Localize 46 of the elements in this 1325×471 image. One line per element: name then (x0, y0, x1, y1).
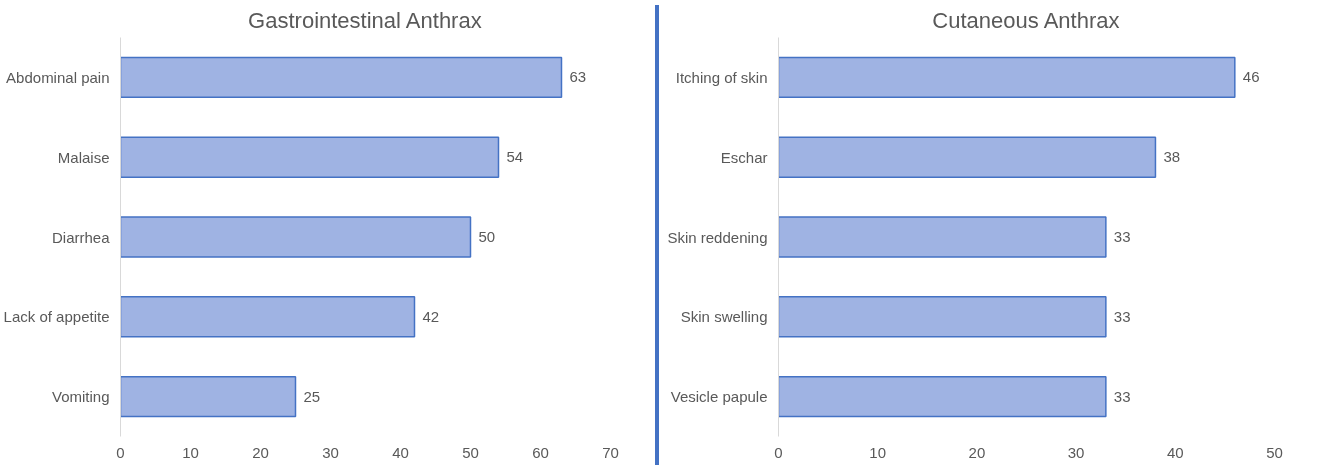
x-tick-label: 70 (602, 443, 619, 461)
x-tick-label: 50 (1266, 443, 1283, 461)
chart-title: Cutaneous Anthrax (932, 7, 1120, 33)
data-label: 42 (422, 307, 440, 325)
x-tick-label: 0 (116, 443, 125, 461)
x-tick-label: 20 (968, 443, 986, 461)
data-label: 25 (303, 387, 321, 405)
data-label: 33 (1113, 387, 1131, 405)
bar (120, 375, 297, 418)
data-label: 38 (1163, 148, 1181, 166)
x-tick-label: 50 (462, 443, 479, 461)
x-tick-label: 20 (252, 443, 269, 461)
data-label: 33 (1113, 307, 1131, 325)
y-tick-label: Skin reddening (667, 228, 768, 246)
y-tick-label: Diarrhea (51, 228, 111, 246)
x-tick-label: 10 (869, 443, 887, 461)
y-tick-label: Vomiting (51, 388, 110, 406)
x-tick-label: 60 (532, 443, 549, 461)
bar (120, 216, 472, 258)
bar (120, 296, 416, 338)
data-label: 46 (1242, 68, 1260, 86)
x-tick-label: 40 (1166, 443, 1184, 461)
x-tick-label: 30 (322, 443, 339, 461)
data-label: 33 (1113, 228, 1131, 245)
y-tick-label: Lack of appetite (3, 308, 110, 326)
y-tick-label: Eschar (720, 148, 768, 166)
bar (778, 56, 1236, 99)
bar (778, 136, 1157, 178)
x-tick-label: 0 (774, 443, 783, 461)
x-tick-label: 10 (182, 443, 199, 461)
y-tick-label: Vesicle papule (670, 388, 768, 406)
chart-title: Gastrointestinal Anthrax (248, 7, 482, 33)
data-label: 63 (569, 68, 587, 86)
data-label: 50 (478, 228, 496, 245)
bar (778, 216, 1107, 258)
data-label: 54 (506, 148, 524, 166)
x-tick-label: 30 (1067, 443, 1085, 461)
y-tick-label: Malaise (57, 148, 110, 166)
bar (120, 136, 500, 178)
bar (120, 56, 563, 99)
y-tick-label: Skin swelling (680, 308, 768, 326)
bar (778, 375, 1107, 418)
y-tick-label: Itching of skin (675, 68, 768, 86)
y-tick-label: Abdominal pain (6, 68, 110, 86)
x-tick-label: 40 (392, 443, 409, 461)
bar (778, 296, 1107, 338)
